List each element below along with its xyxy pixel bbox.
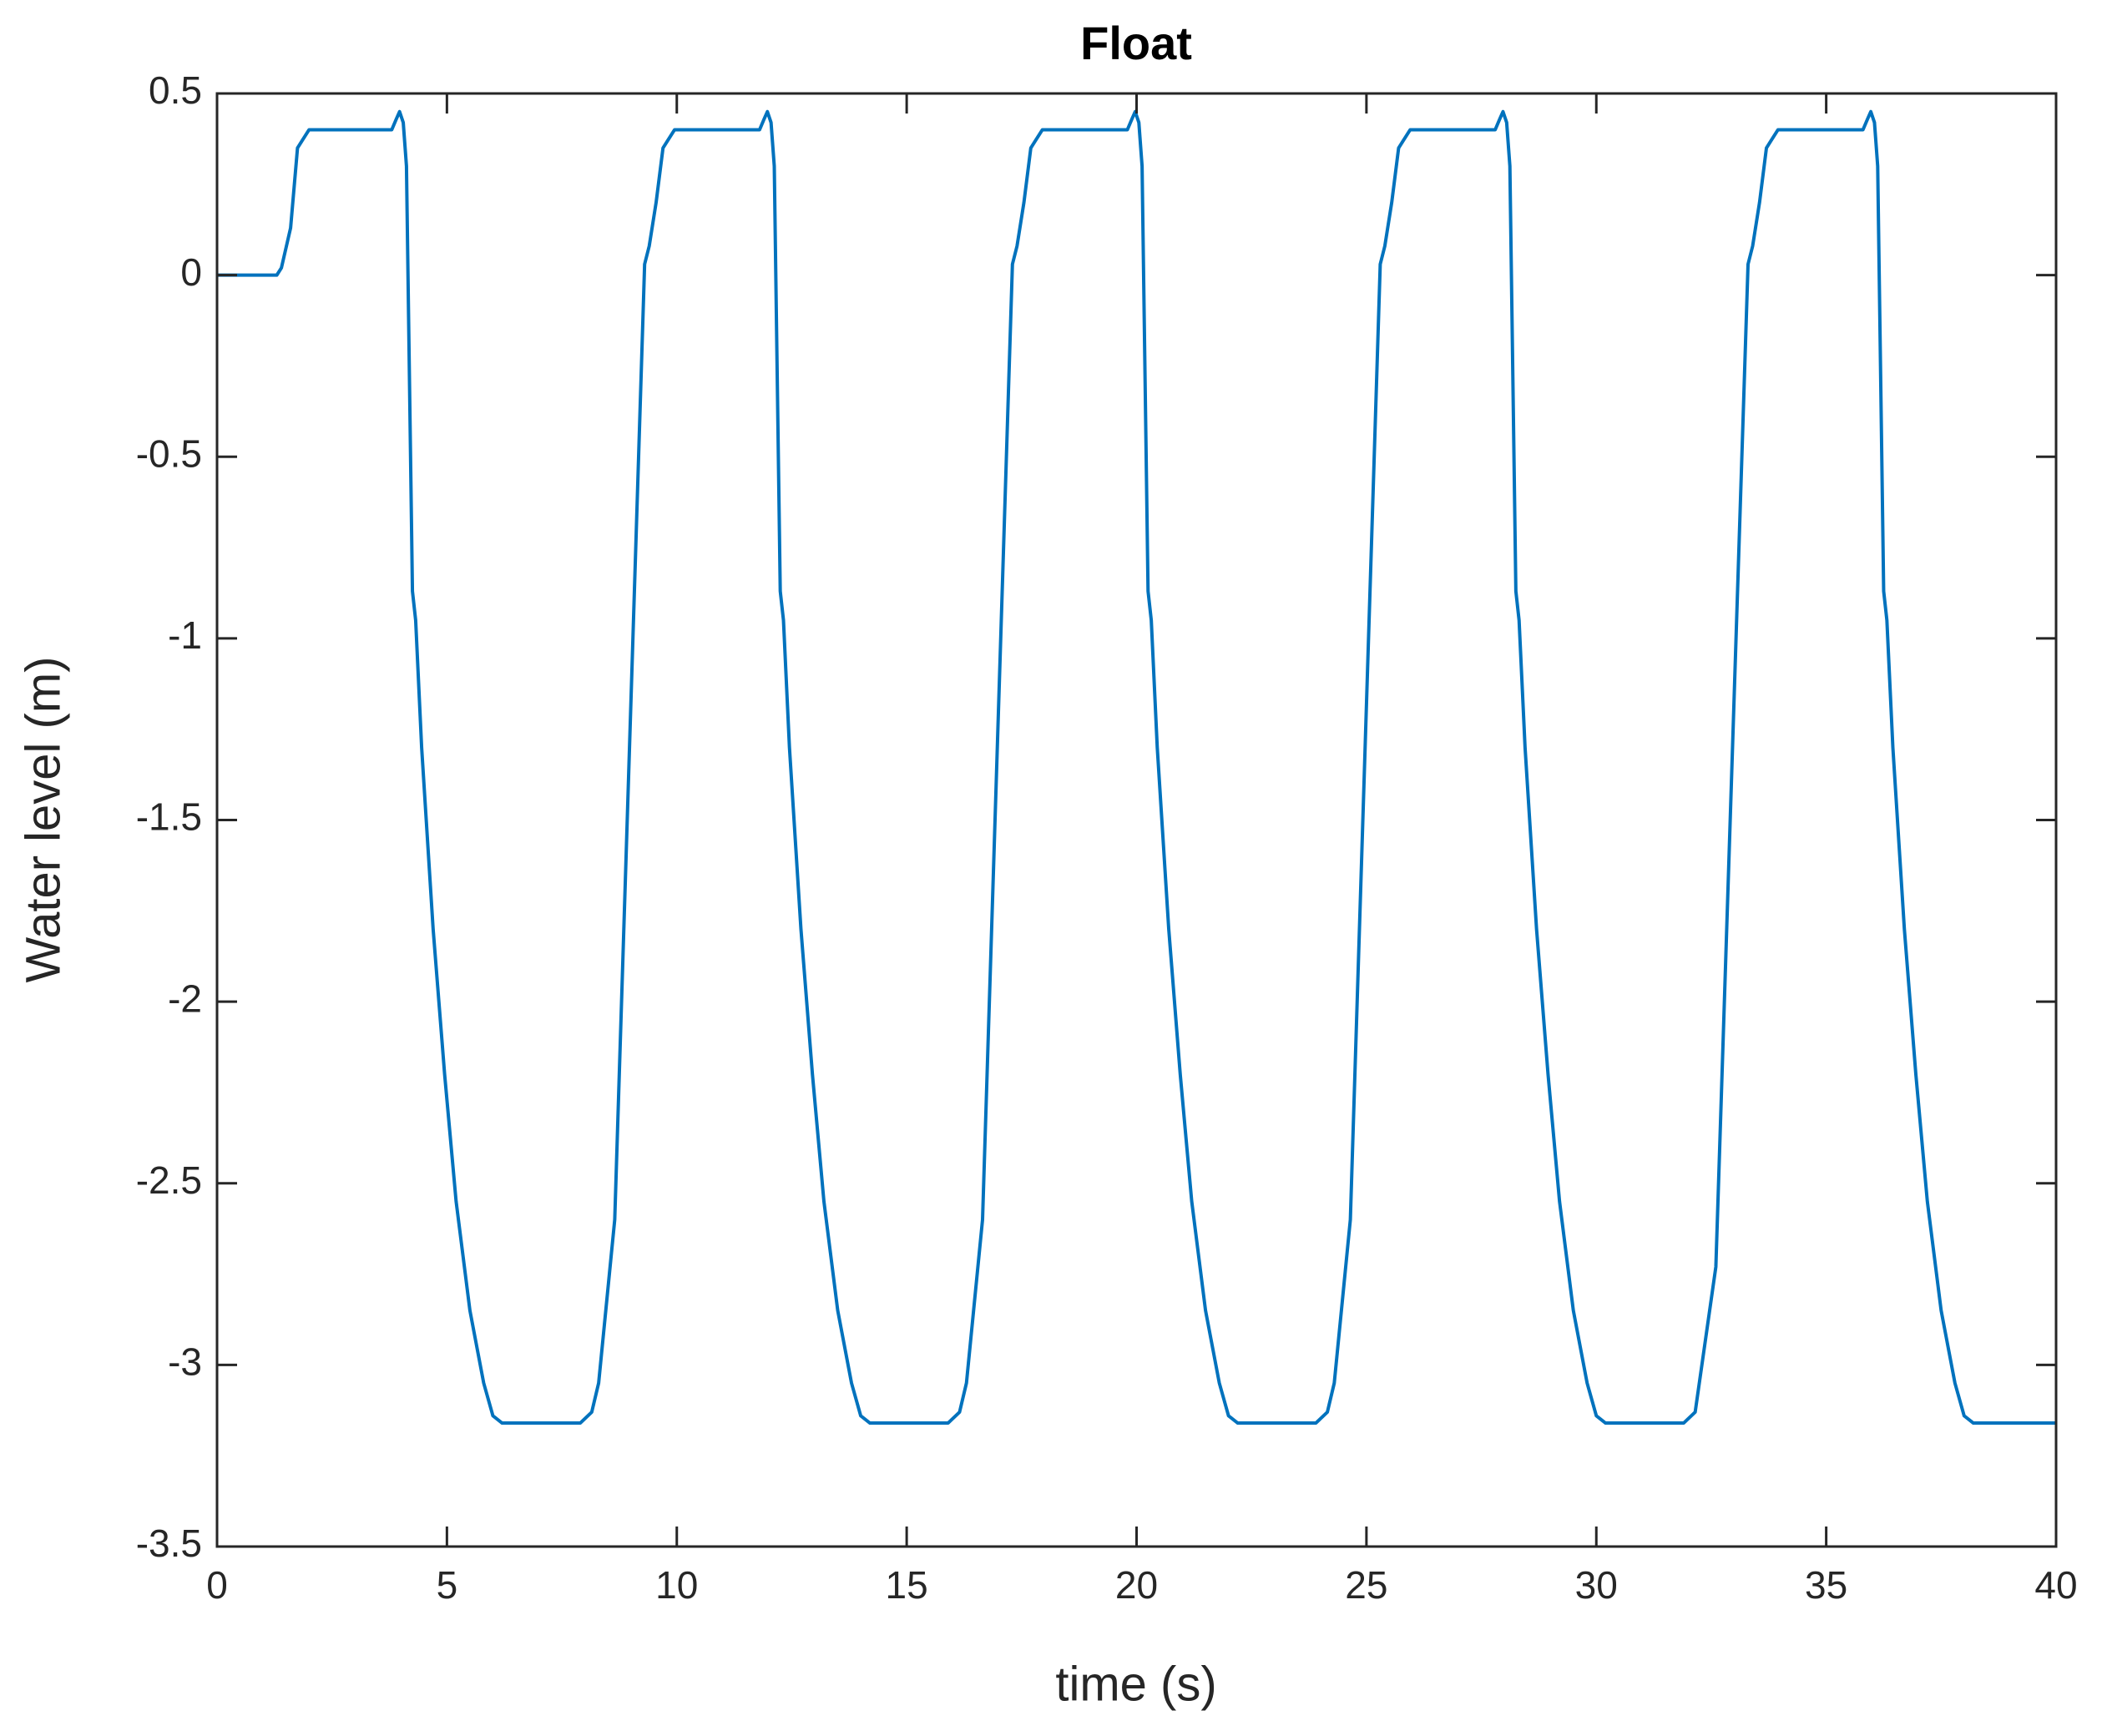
y-tick-label: -1 [168, 613, 202, 657]
x-tick-label: 20 [1115, 1563, 1158, 1607]
y-tick-label: 0 [180, 250, 202, 294]
y-tick-label: -3.5 [136, 1522, 202, 1565]
y-tick-label: -2.5 [136, 1158, 202, 1202]
x-tick-label: 10 [655, 1563, 698, 1607]
y-tick-label: -1.5 [136, 795, 202, 839]
chart-title: Float [1080, 17, 1192, 69]
x-tick-label: 35 [1805, 1563, 1847, 1607]
y-axis-label: Water level (m) [16, 657, 70, 983]
y-tick-label: 0.5 [149, 68, 202, 112]
axes-box [215, 92, 2058, 1548]
x-tick-label: 5 [437, 1563, 458, 1607]
x-tick-label: 15 [886, 1563, 928, 1607]
x-tick-label: 40 [2034, 1563, 2077, 1607]
x-tick-label: 25 [1345, 1563, 1387, 1607]
data-line [217, 109, 2056, 1426]
y-tick-label: -0.5 [136, 431, 202, 475]
y-tick-label: -3 [168, 1340, 202, 1384]
x-tick-label: 0 [206, 1563, 228, 1607]
x-tick-label: 30 [1575, 1563, 1618, 1607]
y-tick-label: -2 [168, 976, 202, 1020]
x-axis-label: time (s) [1055, 1657, 1216, 1711]
